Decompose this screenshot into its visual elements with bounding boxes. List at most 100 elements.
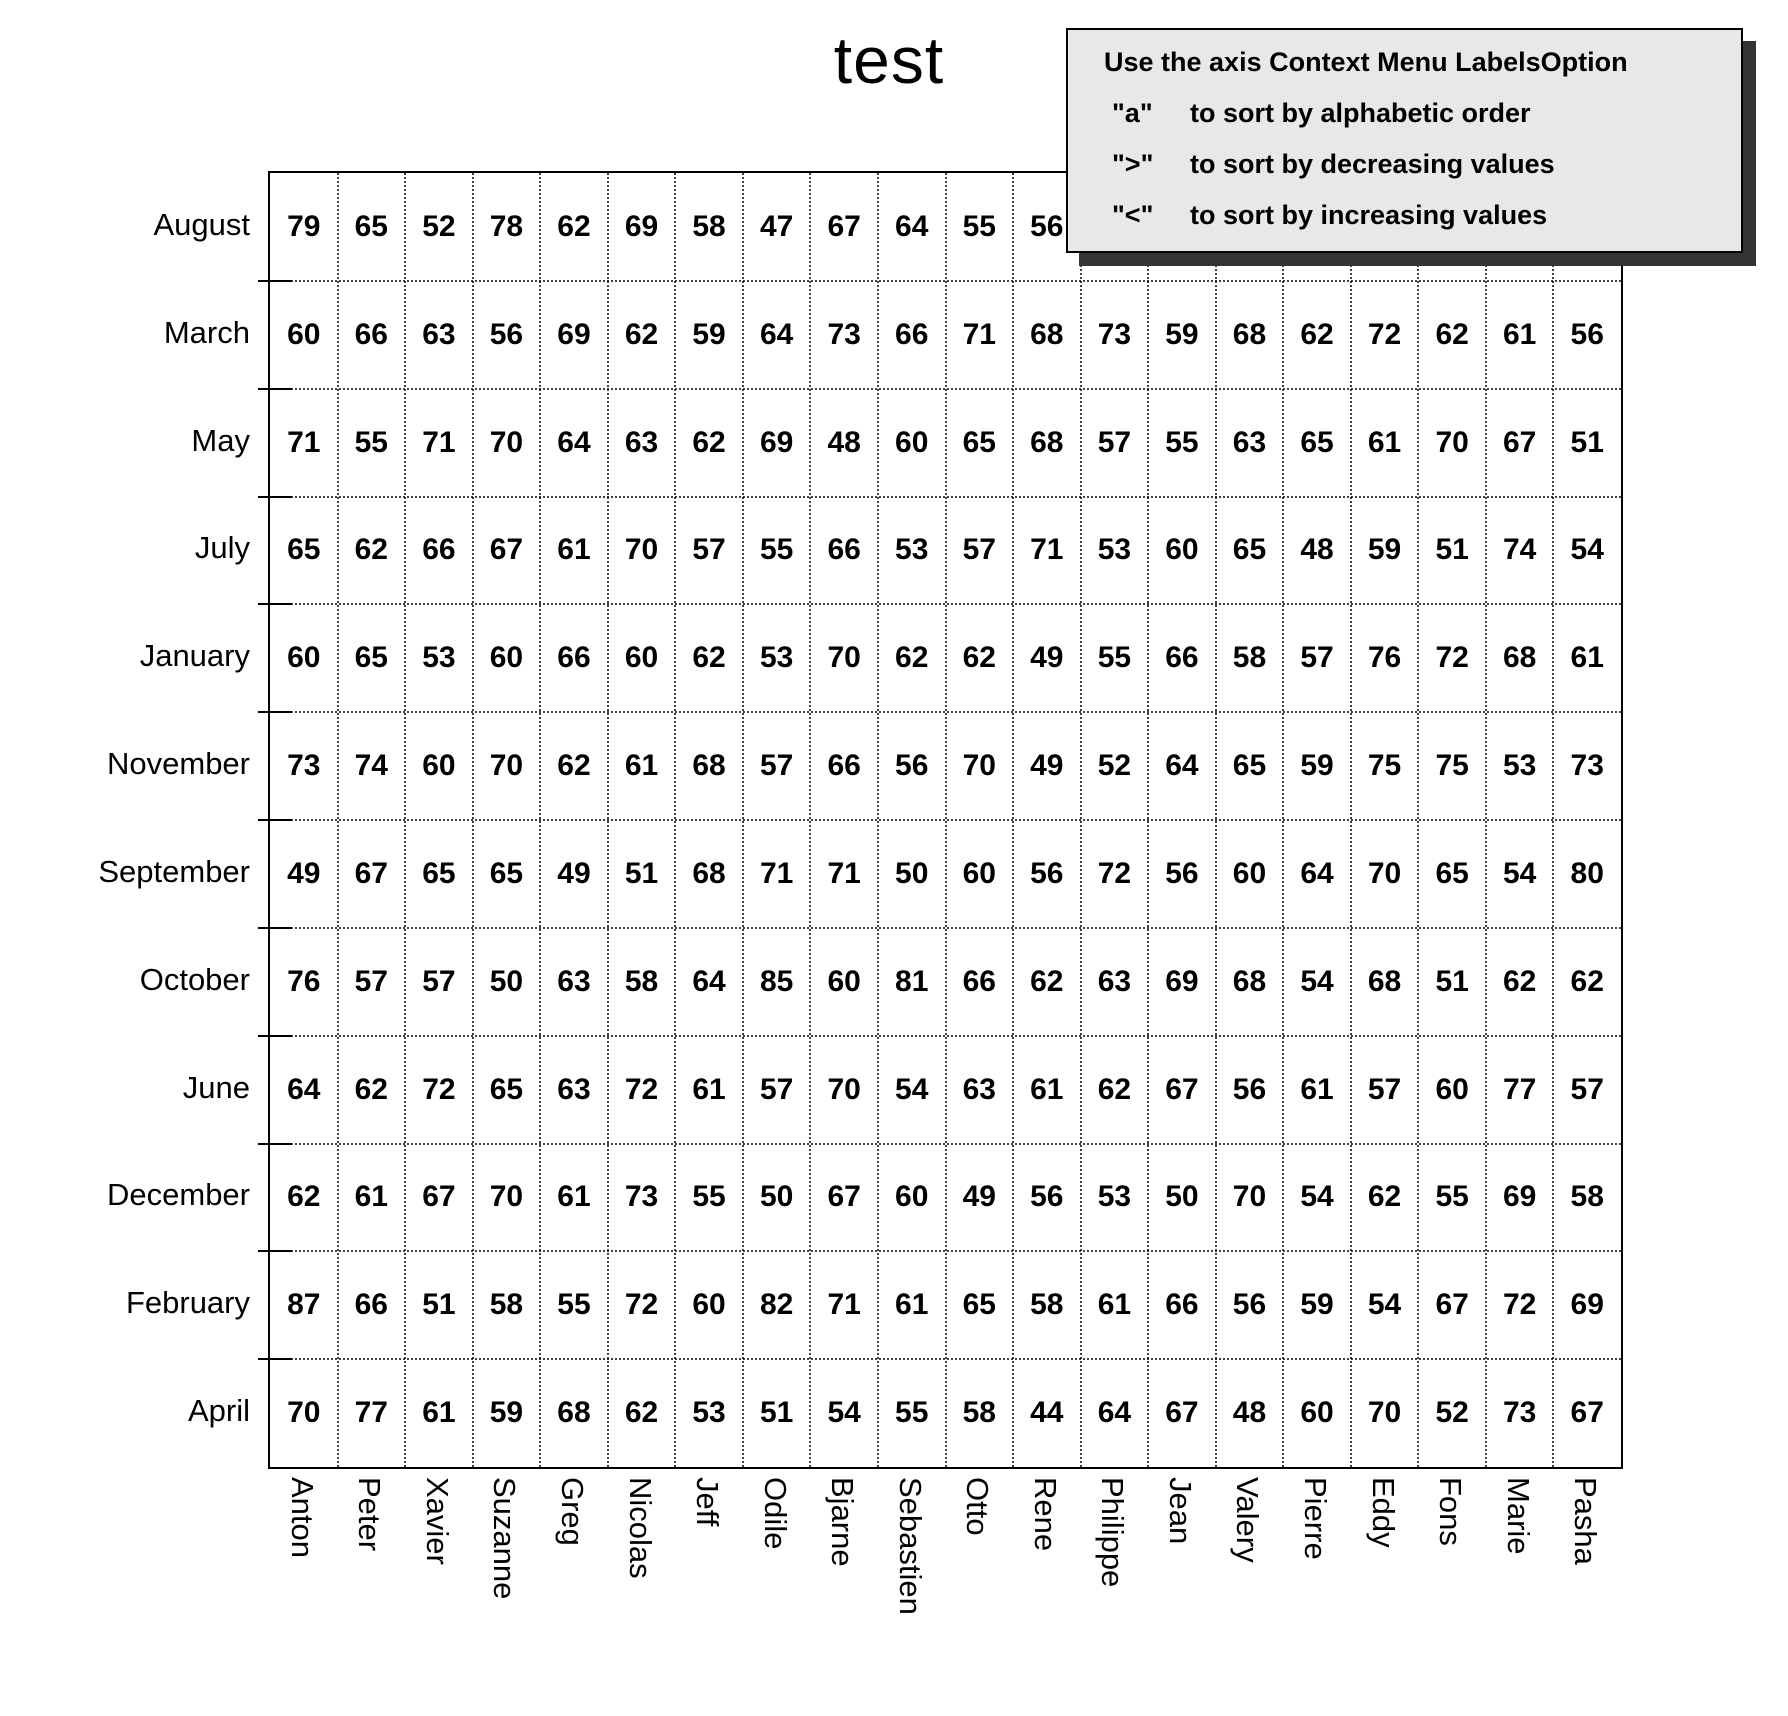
column-label-peter[interactable]: Peter [352, 1477, 388, 1552]
matrix-cell: 77 [354, 1396, 388, 1430]
matrix-cell: 62 [1367, 1180, 1402, 1214]
matrix-cell: 60 [287, 317, 321, 351]
matrix-cell: 63 [962, 1072, 996, 1106]
legend-item: "<" to sort by increasing values [1068, 195, 1741, 235]
row-label-june[interactable]: June [182, 1069, 250, 1105]
column-label-odile[interactable]: Odile [757, 1477, 793, 1550]
row-label-march[interactable]: March [163, 314, 250, 350]
matrix-cell: 67 [1435, 1288, 1469, 1322]
matrix-cell: 71 [827, 856, 861, 890]
grid-line-horizontal [270, 1358, 1621, 1361]
y-axis-tick [258, 279, 292, 282]
column-label-pierre[interactable]: Pierre [1298, 1477, 1334, 1560]
matrix-cell: 68 [1030, 425, 1064, 459]
y-axis-tick [258, 1142, 292, 1145]
y-axis-tick [258, 1034, 292, 1037]
matrix-cell: 68 [692, 856, 726, 890]
matrix-cell: 85 [759, 964, 794, 998]
matrix-cell: 50 [895, 856, 929, 890]
matrix-cell: 53 [422, 641, 456, 675]
matrix-cell: 56 [895, 749, 929, 783]
column-label-jean[interactable]: Jean [1162, 1477, 1198, 1545]
column-label-marie[interactable]: Marie [1500, 1477, 1536, 1555]
matrix-cell: 63 [624, 425, 659, 459]
matrix-cell: 57 [759, 1072, 794, 1106]
row-label-january[interactable]: January [139, 638, 250, 674]
matrix-cell: 67 [1165, 1072, 1199, 1106]
matrix-cell: 64 [1165, 749, 1199, 783]
matrix-cell: 56 [489, 317, 524, 351]
column-label-valery[interactable]: Valery [1230, 1477, 1266, 1563]
matrix-cell: 55 [759, 533, 794, 567]
column-label-jeff[interactable]: Jeff [690, 1477, 726, 1527]
matrix-cell: 66 [827, 749, 861, 783]
matrix-cell: 71 [827, 1288, 861, 1322]
column-label-otto[interactable]: Otto [960, 1477, 996, 1536]
matrix-cell: 51 [624, 856, 659, 890]
matrix-cell: 62 [557, 749, 591, 783]
matrix-cell: 64 [759, 317, 794, 351]
legend-heading: Use the axis Context Menu LabelsOption [1104, 47, 1628, 77]
matrix-cell: 63 [1232, 425, 1267, 459]
matrix-cell: 61 [1097, 1288, 1132, 1322]
matrix-cell: 60 [624, 641, 659, 675]
matrix-cell: 68 [1367, 964, 1402, 998]
column-label-nicolas[interactable]: Nicolas [622, 1477, 658, 1579]
row-label-december[interactable]: December [107, 1177, 250, 1213]
matrix-cell: 55 [354, 425, 388, 459]
column-label-sebastien[interactable]: Sebastien [892, 1477, 928, 1615]
matrix-cell: 57 [759, 749, 794, 783]
matrix-cell: 59 [1300, 1288, 1334, 1322]
matrix-cell: 67 [1570, 1396, 1604, 1430]
y-axis-tick [258, 1250, 292, 1253]
matrix-cell: 66 [962, 964, 996, 998]
column-label-greg[interactable]: Greg [554, 1477, 590, 1546]
grid-line-horizontal [270, 1250, 1621, 1253]
row-label-may[interactable]: May [191, 422, 250, 458]
matrix-cell: 74 [1502, 533, 1537, 567]
matrix-cell: 66 [354, 317, 388, 351]
row-label-august[interactable]: August [153, 206, 250, 242]
matrix-cell: 66 [557, 641, 591, 675]
row-label-november[interactable]: November [107, 746, 250, 782]
column-label-suzanne[interactable]: Suzanne [487, 1477, 523, 1600]
matrix-cell: 57 [962, 533, 996, 567]
matrix-cell: 72 [422, 1072, 456, 1106]
row-label-october[interactable]: October [139, 961, 250, 997]
matrix-cell: 62 [1030, 964, 1064, 998]
matrix-cell: 66 [827, 533, 861, 567]
row-label-april[interactable]: April [187, 1393, 250, 1429]
column-label-bjarne[interactable]: Bjarne [825, 1477, 861, 1567]
matrix-cell: 49 [287, 856, 321, 890]
matrix-cell: 55 [1165, 425, 1199, 459]
matrix-cell: 64 [692, 964, 726, 998]
matrix-cell: 71 [1030, 533, 1064, 567]
matrix-cell: 73 [624, 1180, 659, 1214]
matrix-cell: 56 [1030, 209, 1064, 243]
matrix-cell: 73 [827, 317, 861, 351]
column-label-pasha[interactable]: Pasha [1568, 1477, 1604, 1565]
matrix-cell: 70 [1232, 1180, 1267, 1214]
row-label-september[interactable]: September [98, 853, 250, 889]
matrix-cell: 70 [624, 533, 659, 567]
legend-overlay-box[interactable]: Use the axis Context Menu LabelsOption "… [1066, 28, 1743, 253]
column-label-xavier[interactable]: Xavier [419, 1477, 455, 1565]
row-label-july[interactable]: July [194, 530, 250, 566]
matrix-cell: 70 [489, 425, 524, 459]
matrix-cell: 59 [1367, 533, 1402, 567]
matrix-cell: 56 [1232, 1288, 1267, 1322]
column-label-eddy[interactable]: Eddy [1365, 1477, 1401, 1548]
matrix-cell: 60 [895, 1180, 929, 1214]
column-label-fons[interactable]: Fons [1433, 1477, 1469, 1546]
matrix-cell: 72 [1367, 317, 1402, 351]
y-axis-tick [258, 711, 292, 714]
column-label-philippe[interactable]: Philippe [1095, 1477, 1131, 1588]
column-label-rene[interactable]: Rene [1027, 1477, 1063, 1552]
matrix-cell: 58 [1232, 641, 1267, 675]
matrix-cell: 54 [1570, 533, 1604, 567]
column-label-anton[interactable]: Anton [284, 1477, 320, 1559]
row-label-february[interactable]: February [125, 1285, 250, 1321]
matrix-cell: 54 [1300, 964, 1334, 998]
matrix-cell: 55 [692, 1180, 726, 1214]
matrix-cell: 51 [422, 1288, 456, 1322]
